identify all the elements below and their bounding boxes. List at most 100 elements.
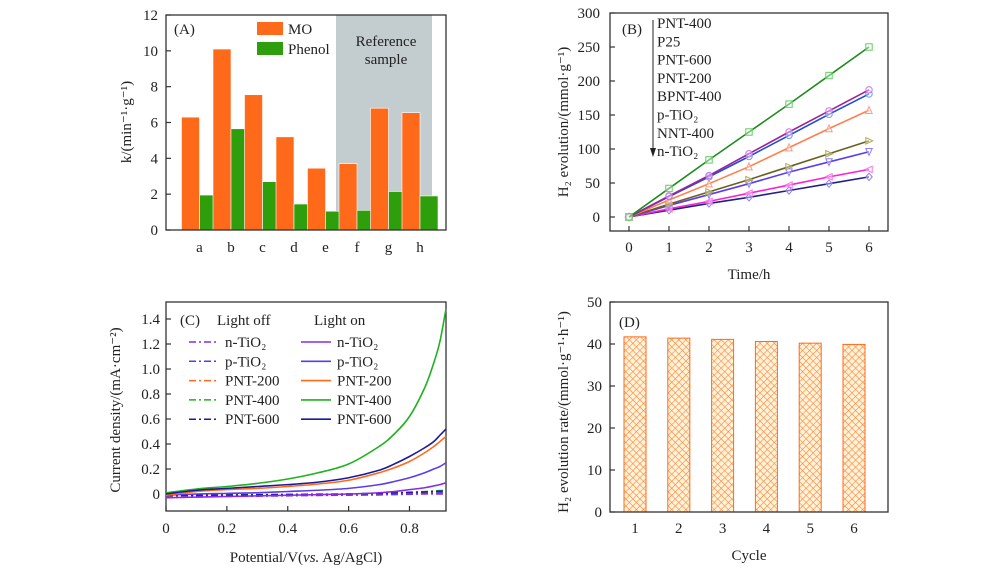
- marker-p25: [745, 150, 753, 158]
- legend-swatch-phenol: [257, 42, 283, 55]
- marker-bpnt-400: [825, 149, 834, 158]
- legend-label-p25: P25: [657, 34, 680, 50]
- panel-d-y-axis-title: H₂ evolution rate/(mmol·g⁻¹·h⁻¹): [556, 311, 572, 513]
- legend-label-light-on-pnt-200: PNT-200: [337, 374, 391, 390]
- marker-n-tio-: [865, 172, 873, 182]
- bar-mo-c: [244, 94, 263, 231]
- legend-label-phenol: Phenol: [288, 42, 330, 58]
- y-tick-label-150: 150: [578, 108, 601, 124]
- marker-p-tio-: [865, 148, 873, 157]
- panel-d-bars: [623, 336, 866, 513]
- legend-label-light-off-pnt-200: PNT-200: [225, 374, 279, 390]
- marker-bpnt-400: [705, 187, 714, 196]
- bar-cycle-4: [754, 340, 778, 513]
- marker-n-tio-: [825, 179, 833, 189]
- x-tick-label-1: 1: [631, 521, 639, 537]
- panel-c-line-chart: 00.20.40.60.81.01.21.40 0.2 0.4 0.6 0.8 (C) …: [108, 301, 447, 566]
- marker-p25: [865, 86, 873, 94]
- x-tick-label-c: c: [259, 240, 266, 256]
- panel-c-y-axis-title: Current density/(mA·cm⁻²): [108, 327, 124, 492]
- panel-b-y-axis-title: H₂ evolution/(mmol·g⁻¹): [556, 47, 572, 198]
- x-tick-label-5: 5: [806, 521, 814, 537]
- panel-b-x-axis-title: Time/h: [728, 267, 771, 283]
- marker-nnt-400: [824, 172, 833, 181]
- marker-p25: [785, 128, 793, 136]
- marker-n-tio-: [785, 186, 793, 195]
- panel-d-bar-chart: 1 2 3 4 5 6 0 10 20 30 40 50 (D) Cycle H₂ evolution…: [556, 295, 889, 564]
- bar-cycle-1: [623, 336, 647, 513]
- reference-sample-label-line1: Reference: [356, 34, 417, 50]
- panel-c-x-axis-title: Potential/V(vs. Ag/AgCl): [230, 550, 383, 566]
- y-tick-label-6: 6: [151, 116, 159, 132]
- marker-pnt-200: [825, 123, 833, 133]
- y-tick-label-0.8: 0.8: [141, 387, 160, 403]
- legend-label-light-on-pnt-600: PNT-600: [337, 412, 391, 428]
- marker-nnt-400: [864, 165, 873, 174]
- x-tick-label-g: g: [385, 240, 393, 256]
- legend-label-mo: MO: [288, 22, 312, 38]
- x-tick-label-3: 3: [719, 521, 727, 537]
- curve-light-on-n-tio-: [165, 481, 447, 499]
- marker-p-tio-: [825, 158, 833, 167]
- marker-pnt-400: [865, 43, 873, 51]
- x-tick-label-6: 6: [865, 240, 873, 256]
- panel-c-series: [165, 308, 447, 499]
- x-tick-label-0.8: 0.8: [400, 521, 419, 537]
- y-tick-label-200: 200: [578, 74, 601, 90]
- marker-pnt-400: [745, 128, 753, 136]
- y-tick-label-4: 4: [151, 151, 159, 167]
- curve-light-on-p-tio-: [165, 462, 447, 497]
- legend-label-nnt-400: NNT-400: [657, 126, 714, 142]
- marker-nnt-400: [744, 189, 753, 198]
- reference-sample-label-line2: sample: [365, 52, 408, 68]
- legend-label-bpnt-400: BPNT-400: [657, 89, 721, 105]
- panel-c-legend: n-TiO₂ p-TiO₂ PNT-200 PNT-400 PNT-600 n-TiO₂ p…: [189, 335, 391, 428]
- legend-label-light-off-pnt-400: PNT-400: [225, 393, 279, 409]
- bar-mo-b: [212, 48, 232, 231]
- marker-bpnt-400: [785, 162, 794, 171]
- bar-mo-f: [338, 163, 358, 231]
- curve-light-on-pnt-400: [165, 308, 447, 494]
- panel-b-label: (B): [622, 22, 642, 38]
- x-tick-label-2: 2: [705, 240, 713, 256]
- marker-bpnt-400: [745, 175, 754, 184]
- x-axis-title-suffix: Ag/AgCl): [319, 550, 382, 566]
- marker-pnt-200: [745, 161, 753, 171]
- bar-cycle-6: [842, 343, 866, 513]
- legend-label-pnt-600: PNT-600: [657, 53, 711, 69]
- legend-label-pnt-200: PNT-200: [657, 71, 711, 87]
- legend-header-light-on: Light on: [314, 313, 366, 329]
- marker-bpnt-400: [665, 200, 674, 209]
- bar-mo-a: [181, 116, 200, 231]
- panel-b-axes: 0 50 100 150 200 250 300 0 1 2 3 4 5 6: [578, 6, 889, 256]
- y-tick-label-1.0: 1.0: [141, 362, 160, 378]
- panel-a-bars: [181, 48, 439, 231]
- x-tick-label-0.6: 0.6: [339, 521, 358, 537]
- x-tick-label-f: f: [355, 240, 360, 256]
- legend-header-light-off: Light off: [217, 313, 270, 329]
- y-tick-label-300: 300: [578, 6, 601, 22]
- panel-a-legend: MO Phenol: [257, 22, 330, 58]
- legend-label-light-off-p-tio-: p-TiO₂: [225, 354, 266, 370]
- marker-p25: [665, 192, 673, 200]
- curve-light-on-pnt-600: [165, 428, 447, 495]
- marker-pnt-400: [825, 71, 833, 80]
- x-axis-title-prefix: Potential/V(: [230, 550, 303, 566]
- y-tick-label-100: 100: [578, 142, 601, 158]
- bar-mo-e: [307, 167, 326, 231]
- legend-label-p-tio-: p-TiO₂: [657, 108, 698, 124]
- panel-d-axes: 1 2 3 4 5 6 0 10 20 30 40 50: [587, 295, 889, 537]
- x-tick-label-4: 4: [785, 240, 793, 256]
- y-tick-label-12: 12: [143, 8, 158, 24]
- y-tick-label-20: 20: [587, 421, 602, 437]
- marker-pnt-400: [785, 100, 793, 108]
- x-tick-label-6: 6: [850, 521, 858, 537]
- legend-label-light-off-pnt-600: PNT-600: [225, 412, 279, 428]
- panel-a-y-axis-title: k/(min⁻¹·g⁻¹): [119, 81, 135, 163]
- legend-label-light-on-pnt-400: PNT-400: [337, 393, 391, 409]
- x-tick-label-0.2: 0.2: [217, 521, 236, 537]
- panel-c-frame: [165, 301, 447, 512]
- bar-cycle-3: [711, 338, 735, 513]
- y-tick-label-0.2: 0.2: [141, 462, 160, 478]
- marker-pnt-400: [705, 156, 713, 164]
